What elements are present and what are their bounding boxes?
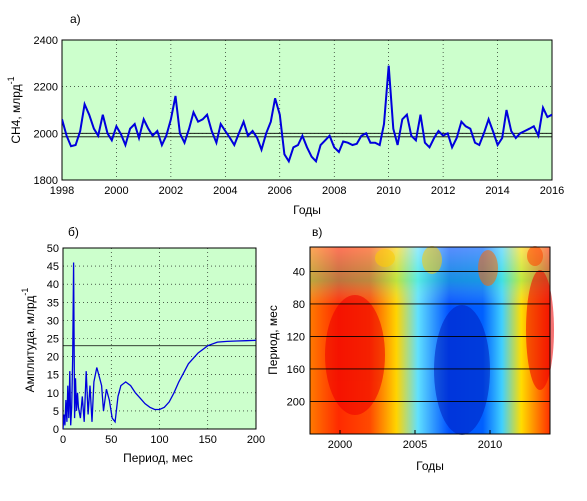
- panel-b-y-tick-label: 20: [47, 352, 59, 364]
- panel-b-x-axis-label: Период, мес: [123, 451, 193, 465]
- panel-c-x-tick-label: 2010: [478, 439, 502, 451]
- panel-c-x-tick-label: 2000: [328, 439, 352, 451]
- panel-b-y-tick-label: 45: [47, 261, 59, 273]
- panel-a-y-tick-label: 2200: [34, 82, 58, 94]
- panel-b-y-tick-label: 50: [47, 243, 59, 255]
- wavelet-blob-yellow-top-4: [375, 249, 395, 267]
- panel-b-y-axis-sup: -1: [20, 288, 30, 296]
- panel-a-x-tick-label: 2000: [104, 185, 128, 197]
- panel-c-y-tick-label: 40: [293, 266, 305, 278]
- wavelet-blob-yellow-top-1: [422, 246, 442, 274]
- panel-c-y-tick-label: 120: [287, 331, 305, 343]
- panel-b-y-tick-label: 0: [53, 424, 59, 436]
- panel-c-y-tick-label: 200: [287, 396, 305, 408]
- panel-c-label: в): [312, 225, 322, 239]
- panel-b-x-ticks: 0 50 100 150 200: [60, 434, 265, 446]
- panel-a-x-ticks: 1998 2000 2002 2004 2006 2008 2010 2012 2014 2016: [50, 185, 564, 197]
- wavelet-blob-red-2013: [526, 270, 554, 390]
- panel-a-timeseries: а) 1998 2000 2002 2004 2006 2008 2010 2012 2014 2…: [6, 12, 564, 217]
- panel-a-x-tick-label: 2006: [268, 185, 292, 197]
- wavelet-blobs: [325, 246, 554, 435]
- panel-a-label: а): [70, 12, 81, 26]
- panel-a-x-axis-label: Годы: [293, 203, 321, 217]
- wavelet-blob-yellow-top-3: [527, 246, 543, 266]
- panel-c-x-axis-label: Годы: [416, 459, 444, 473]
- panel-a-x-tick-label: 1998: [50, 185, 74, 197]
- panel-b-series-line: [63, 262, 256, 429]
- wavelet-blob-blue-2007: [434, 305, 490, 435]
- panel-a-series-line: [62, 65, 552, 164]
- panel-b-y-tick-label: 15: [47, 370, 59, 382]
- panel-b-y-axis-label: Амплитуда, млрд: [23, 296, 37, 393]
- wavelet-blob-yellow-top-2: [478, 250, 498, 286]
- panel-a-reference-lines: [62, 132, 552, 138]
- panel-a-x-tick-label: 2016: [540, 185, 564, 197]
- svg-text:Амплитуда, млрд-1: Амплитуда, млрд-1: [20, 288, 37, 393]
- panel-c-wavelet: в) 2000 2005 2010 40 80 120 160 200 Годы Перио…: [266, 225, 554, 473]
- panel-c-y-tick-label: 160: [287, 364, 305, 376]
- svg-text:CH4, млрд-1: CH4, млрд-1: [6, 76, 23, 143]
- panel-a-x-tick-label: 2008: [322, 185, 346, 197]
- panel-b-y-tick-label: 40: [47, 279, 59, 291]
- panel-a-y-tick-label: 1800: [34, 175, 58, 187]
- panel-b-x-tick-label: 0: [60, 434, 66, 446]
- panel-b-y-tick-label: 35: [47, 297, 59, 309]
- panel-a-x-tick-label: 2014: [485, 185, 509, 197]
- panel-a-y-tick-label: 2000: [34, 128, 58, 140]
- panel-b-x-tick-label: 100: [150, 434, 168, 446]
- panel-b-y-tick-label: 25: [47, 334, 59, 346]
- panel-c-y-axis-label: Период, мес: [266, 305, 280, 375]
- panel-a-x-tick-label: 2004: [213, 185, 237, 197]
- panel-b-y-ticks: 0 5 10 15 20 25 30 35 40 45 50: [47, 243, 59, 436]
- panel-a-x-tick-label: 2012: [431, 185, 455, 197]
- panel-b-label: б): [68, 225, 79, 239]
- panel-c-x-ticks: 2000 2005 2010: [328, 430, 502, 451]
- panel-a-x-tick-label: 2010: [376, 185, 400, 197]
- panel-c-frame: [309, 246, 551, 435]
- panel-b-y-tick-label: 30: [47, 315, 59, 327]
- panel-a-y-ticks: 1800 2000 2200 2400: [34, 35, 58, 187]
- panel-c-x-tick-label: 2005: [403, 439, 427, 451]
- panel-b-x-tick-label: 150: [199, 434, 217, 446]
- panel-a-y-axis-label: CH4, млрд: [9, 84, 23, 143]
- panel-b-x-tick-label: 50: [105, 434, 117, 446]
- panel-a-y-tick-label: 2400: [34, 35, 58, 47]
- panel-b-spectrum: б) 0 50 100 150 200 0 5 10 15 20 25 30 35 40 45 50 Пер…: [20, 225, 265, 465]
- panel-b-x-tick-label: 200: [247, 434, 265, 446]
- panel-c-reference-lines: [310, 270, 550, 402]
- panel-a-y-axis-sup: -1: [6, 76, 16, 84]
- panel-b-y-tick-label: 10: [47, 388, 59, 400]
- panel-b-y-axis-label-group: Амплитуда, млрд-1: [20, 288, 37, 393]
- panel-a-plot-area: [61, 39, 553, 181]
- panel-c-y-ticks: 40 80 120 160 200: [287, 266, 305, 408]
- panel-a-y-axis-label-group: CH4, млрд-1: [6, 76, 23, 143]
- panel-c-y-tick-label: 80: [293, 299, 305, 311]
- panel-b-y-tick-label: 5: [53, 406, 59, 418]
- wavelet-blob-red-2001: [325, 295, 385, 415]
- panel-a-x-tick-label: 2002: [159, 185, 183, 197]
